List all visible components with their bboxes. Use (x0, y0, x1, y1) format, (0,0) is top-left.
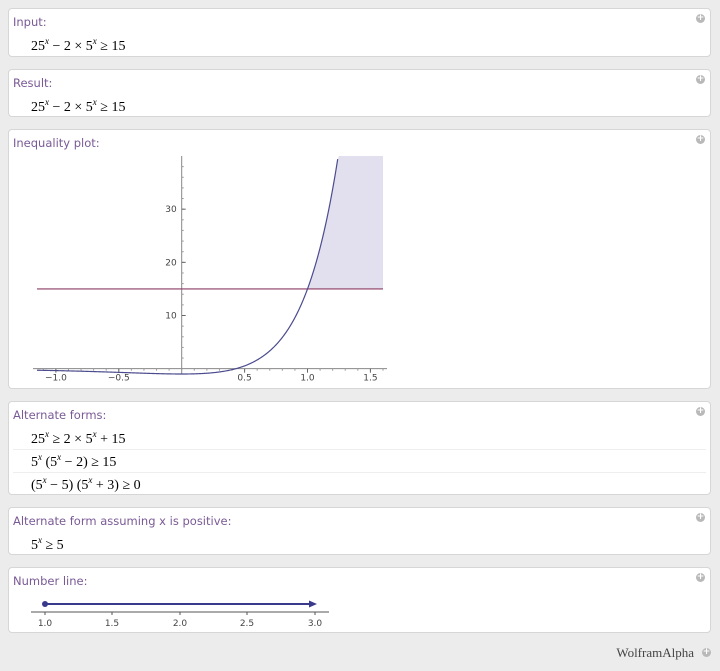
x-tick-label: 1.5 (363, 374, 377, 384)
row-divider (13, 449, 706, 450)
number-line-tick-label: 3.0 (308, 619, 323, 629)
x-tick-label: 0.5 (237, 374, 251, 384)
pod-title: Alternate forms: (13, 408, 107, 422)
row-divider (13, 472, 706, 473)
input-expression: 25x − 2 × 5x ≥ 15 (31, 36, 126, 54)
shaded-solution-region (307, 156, 383, 289)
expand-plus-icon[interactable]: + (696, 74, 705, 84)
alternate-form-positive-pod: Alternate form assuming x is positive: +… (8, 507, 711, 555)
inequality-plot: −1.0 −0.5 0.5 1.0 1.5 10 20 30 (33, 156, 387, 384)
function-curve (36, 159, 339, 375)
number-line-tick-label: 1.0 (38, 619, 53, 629)
alternate-form-row: (5x − 5) (5x + 3) ≥ 0 (31, 475, 141, 493)
expand-plus-icon[interactable]: + (696, 406, 705, 416)
expand-plus-icon[interactable]: + (696, 572, 705, 582)
ray-arrowhead (309, 600, 317, 608)
inequality-plot-pod: Inequality plot: + −1.0 −0.5 0.5 1.0 1.5 10 20… (8, 129, 711, 389)
input-pod: Input: + 25x − 2 × 5x ≥ 15 (8, 8, 711, 57)
number-line-tick-label: 2.0 (173, 619, 188, 629)
result-pod: Result: + 25x − 2 × 5x ≥ 15 (8, 69, 711, 117)
x-tick-label: −0.5 (108, 374, 130, 384)
y-tick-label: 10 (165, 312, 177, 322)
closed-endpoint (42, 601, 48, 607)
result-expression: 25x − 2 × 5x ≥ 15 (31, 97, 126, 115)
expand-plus-icon[interactable]: + (696, 13, 705, 23)
x-tick-label: 1.0 (300, 374, 315, 384)
footer-plus-icon[interactable]: + (702, 647, 711, 657)
number-line-tick-label: 2.5 (240, 619, 254, 629)
alternate-form-row: 25x ≥ 2 × 5x + 15 (31, 429, 126, 447)
pod-title: Inequality plot: (13, 136, 100, 150)
y-tick-label: 20 (165, 258, 177, 268)
number-line-tick-label: 1.5 (105, 619, 119, 629)
positive-form-expression: 5x ≥ 5 (31, 535, 64, 553)
y-tick-label: 30 (165, 205, 177, 215)
brand-name: WolframAlpha (616, 645, 694, 660)
expand-plus-icon[interactable]: + (696, 134, 705, 144)
pod-title: Alternate form assuming x is positive: (13, 514, 232, 528)
pod-title: Result: (13, 76, 53, 90)
x-tick-label: −1.0 (45, 374, 67, 384)
footer-brand: WolframAlpha + (616, 645, 711, 661)
number-line-pod: Number line: + 1.0 1.5 2.0 2.5 3.0 (8, 567, 711, 633)
number-line: 1.0 1.5 2.0 2.5 3.0 (31, 600, 329, 629)
pod-title: Number line: (13, 574, 88, 588)
alternate-forms-pod: Alternate forms: + 25x ≥ 2 × 5x + 15 5x … (8, 401, 711, 495)
pod-title: Input: (13, 15, 47, 29)
expand-plus-icon[interactable]: + (696, 512, 705, 522)
alternate-form-row: 5x (5x − 2) ≥ 15 (31, 452, 117, 470)
